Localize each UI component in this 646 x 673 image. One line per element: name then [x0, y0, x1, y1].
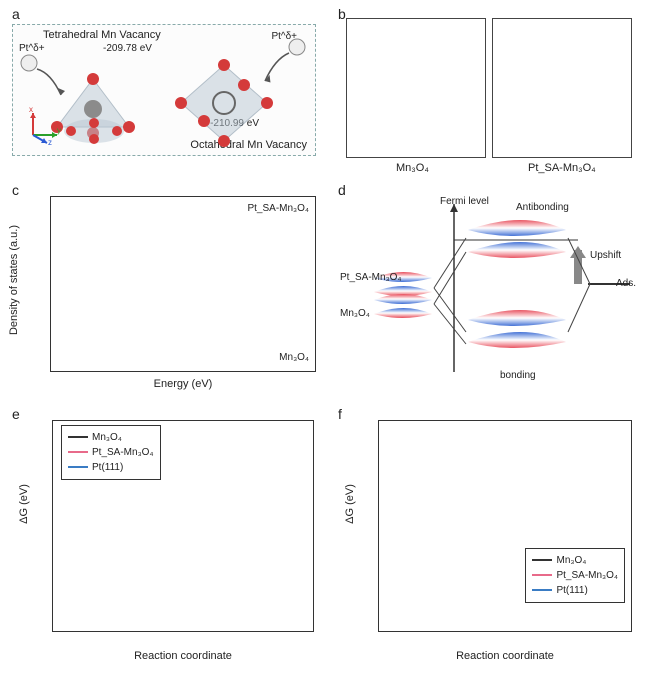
c-svg: [51, 197, 317, 373]
d-antibonding: Antibonding: [516, 202, 569, 213]
d-left-upper: Pt_SA-Mn₃O₄: [340, 272, 402, 283]
panel-c-label: c: [12, 182, 19, 198]
d-fermi: Fermi level: [440, 196, 489, 207]
svg-text:x: x: [29, 105, 33, 114]
d-bonding: bonding: [500, 370, 536, 381]
e-xlabel: Reaction coordinate: [52, 650, 314, 662]
caption-right: Pt_SA-Mn₃O₄: [528, 162, 596, 174]
d-ads: Ads.: [616, 278, 636, 289]
panel-c: c Density of states (a.u.) Pt_SA-Mn₃O₄ M…: [6, 180, 322, 396]
f-plot: Mn₃O₄ Pt_SA-Mn₃O₄ Pt(111): [378, 420, 632, 632]
panel-f: f ΔG (eV) Mn₃O₄ Pt_SA-Mn₃O₄ Pt(111) Reac…: [332, 404, 640, 664]
panel-b: b Mn₃O₄ Pt_SA-Mn₃O₄: [332, 4, 640, 176]
axes-indicator: x y z: [23, 105, 63, 145]
e-legend: Mn₃O₄ Pt_SA-Mn₃O₄ Pt(111): [61, 425, 161, 480]
e-ylabel: ΔG (eV): [18, 434, 30, 574]
c-xlabel: Energy (eV): [50, 378, 316, 390]
octa-cluster: [169, 59, 279, 149]
panel-f-label: f: [338, 406, 342, 422]
c-ylabel: Density of states (a.u.): [8, 200, 20, 360]
panel-b-label: b: [338, 6, 346, 22]
legend-ptsa: Pt_SA-Mn₃O₄: [68, 445, 154, 460]
tetra-title: Tetrahedral Mn Vacancy: [43, 29, 161, 41]
panel-a-box: Tetrahedral Mn Vacancy Octahedral Mn Vac…: [12, 24, 316, 156]
e-plot: Mn₃O₄ Pt_SA-Mn₃O₄ Pt(111): [52, 420, 314, 632]
f-legend-pt111: Pt(111): [532, 583, 618, 598]
panel-a-label: a: [12, 6, 20, 22]
svg-text:z: z: [48, 138, 52, 145]
energy-tetra: -209.78 eV: [103, 43, 152, 54]
f-legend: Mn₃O₄ Pt_SA-Mn₃O₄ Pt(111): [525, 548, 625, 603]
caption-left: Mn₃O₄: [396, 162, 429, 174]
c-lower-name: Mn₃O₄: [279, 352, 309, 363]
svg-text:y: y: [57, 126, 61, 135]
f-legend-ptsa: Pt_SA-Mn₃O₄: [532, 568, 618, 583]
d-svg: [338, 192, 638, 392]
panel-d: d: [332, 180, 640, 396]
crystal-left: [346, 18, 486, 158]
c-plot: Pt_SA-Mn₃O₄ Mn₃O₄: [50, 196, 316, 372]
tetra-base: [59, 113, 129, 149]
f-xlabel: Reaction coordinate: [378, 650, 632, 662]
legend-mn3o4: Mn₃O₄: [68, 430, 154, 445]
d-left-lower: Mn₃O₄: [340, 308, 370, 319]
c-upper-name: Pt_SA-Mn₃O₄: [247, 203, 309, 214]
panel-a: a Tetrahedral Mn Vacancy Octahedral Mn V…: [6, 4, 322, 164]
panel-e-label: e: [12, 406, 20, 422]
f-ylabel: ΔG (eV): [344, 434, 356, 574]
crystal-right: [492, 18, 632, 158]
f-legend-mn3o4: Mn₃O₄: [532, 553, 618, 568]
legend-pt111: Pt(111): [68, 460, 154, 475]
d-upshift: Upshift: [590, 250, 621, 261]
panel-e: e ΔG (eV) Mn₃O₄ Pt_SA-Mn₃O₄ Pt(111) Reac…: [6, 404, 322, 664]
